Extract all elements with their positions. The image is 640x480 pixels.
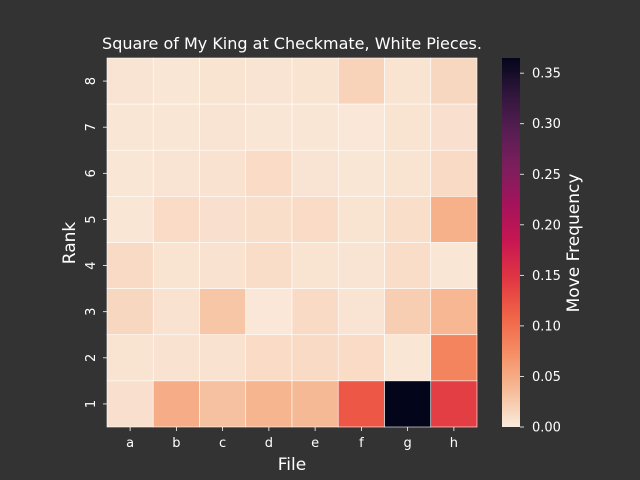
heatmap-cell-c5: [199, 196, 247, 243]
heatmap-cell-a7: [106, 103, 154, 151]
heatmap-cell-d7: [245, 103, 293, 151]
heatmap-cell-h4: [430, 242, 478, 289]
y-tick-label: 4: [84, 261, 99, 269]
colorbar-tick-label: 0.15: [532, 269, 561, 284]
heatmap-cell-f8: [337, 57, 385, 105]
heatmap-cell-e2: [291, 334, 339, 382]
colorbar-tick-label: 0.05: [532, 370, 561, 385]
heatmap-cell-a3: [106, 288, 154, 336]
colorbar-tick-label: 0.00: [532, 421, 561, 436]
heatmap-cell-d4: [245, 242, 293, 289]
y-tick-label: 1: [84, 400, 99, 408]
heatmap-cell-e4: [291, 242, 339, 289]
colorbar-tick-label: 0.30: [532, 117, 561, 132]
heatmap-cell-c8: [199, 57, 247, 105]
heatmap-cell-c6: [199, 149, 247, 197]
y-tick-label: 6: [84, 169, 99, 177]
heatmap-cell-g1: [384, 380, 432, 428]
y-tick-label: 2: [84, 354, 99, 362]
heatmap-cell-c2: [199, 334, 247, 382]
y-tick-label: 5: [84, 215, 99, 223]
heatmap-cell-b2: [152, 334, 200, 382]
heatmap-cell-d2: [245, 334, 293, 382]
chart-title: Square of My King at Checkmate, White Pi…: [102, 34, 482, 53]
x-tick-label: a: [126, 436, 134, 451]
colorbar-ticks: 0.00 0.05 0.10 0.15 0.20 0.25 0.30 0.35: [520, 67, 561, 436]
heatmap-cell-g3: [384, 288, 432, 336]
colorbar-label: Move Frequency: [564, 174, 584, 313]
heatmap-cell-e5: [291, 196, 339, 243]
heatmap-cell-d1: [245, 380, 293, 428]
heatmap-cell-g2: [384, 334, 432, 382]
x-tick-label: f: [359, 436, 364, 451]
x-axis: a b c d e f g h: [126, 427, 458, 451]
heatmap-cell-h8: [430, 57, 478, 105]
heatmap-cell-b3: [152, 288, 200, 336]
heatmap-cell-g5: [384, 196, 432, 243]
heatmap-cell-g7: [384, 103, 432, 151]
x-tick-label: b: [172, 436, 180, 451]
heatmap-cell-e7: [291, 103, 339, 151]
heatmap-cell-c4: [199, 242, 247, 289]
heatmap-cell-c3: [199, 288, 247, 336]
y-tick-label: 8: [84, 77, 99, 85]
heatmap-cell-f7: [337, 103, 385, 151]
heatmap-cell-d5: [245, 196, 293, 243]
heatmap-cell-h5: [430, 196, 478, 243]
colorbar: [502, 58, 520, 427]
heatmap-cell-b7: [152, 103, 200, 151]
y-tick-label: 3: [84, 308, 99, 316]
heatmap-cell-e3: [291, 288, 339, 336]
heatmap-cell-a2: [106, 334, 154, 382]
heatmap-cell-b6: [152, 149, 200, 197]
heatmap-cell-a8: [106, 57, 154, 105]
heatmap-cell-d6: [245, 149, 293, 197]
heatmap-cell-g6: [384, 149, 432, 197]
heatmap-cell-e6: [291, 149, 339, 197]
heatmap-cell-d3: [245, 288, 293, 336]
y-axis: 8 7 6 5 4 3 2 1: [84, 77, 107, 408]
colorbar-tick-label: 0.20: [532, 218, 561, 233]
x-tick-label: h: [450, 436, 458, 451]
heatmap-cell-b1: [152, 380, 200, 428]
x-tick-label: c: [219, 436, 226, 451]
heatmap-cell-h3: [430, 288, 478, 336]
heatmap-cell-c1: [199, 380, 247, 428]
heatmap-cell-h7: [430, 103, 478, 151]
heatmap-cell-f3: [337, 288, 385, 336]
heatmap-cell-f5: [337, 196, 385, 243]
x-tick-label: d: [265, 436, 273, 451]
heatmap-cell-f6: [337, 149, 385, 197]
y-tick-label: 7: [84, 123, 99, 131]
colorbar-tick-label: 0.25: [532, 168, 561, 183]
x-tick-label: g: [403, 436, 411, 451]
heatmap-cell-h1: [430, 380, 478, 428]
heatmap-cell-e8: [291, 57, 339, 105]
y-axis-label: Rank: [60, 222, 80, 265]
heatmap-cell-f4: [337, 242, 385, 289]
heatmap-cell-a5: [106, 196, 154, 243]
heatmap-cell-h2: [430, 334, 478, 382]
heatmap-cell-f1: [337, 380, 385, 428]
heatmap-cell-b4: [152, 242, 200, 289]
heatmap-cell-g8: [384, 57, 432, 105]
heatmap-cell-b8: [152, 57, 200, 105]
heatmap-cell-h6: [430, 149, 478, 197]
heatmap-cell-a4: [106, 242, 154, 289]
colorbar-tick-label: 0.35: [532, 67, 561, 82]
x-tick-label: e: [311, 436, 319, 451]
heatmap-cells: [106, 57, 478, 428]
heatmap-cell-a6: [106, 149, 154, 197]
heatmap-cell-c7: [199, 103, 247, 151]
heatmap-cell-f2: [337, 334, 385, 382]
heatmap-cell-e1: [291, 380, 339, 428]
heatmap-cell-a1: [106, 380, 154, 428]
x-axis-label: File: [278, 455, 306, 475]
heatmap-cell-g4: [384, 242, 432, 289]
heatmap-cell-b5: [152, 196, 200, 243]
heatmap-cell-d8: [245, 57, 293, 105]
colorbar-tick-label: 0.10: [532, 319, 561, 334]
